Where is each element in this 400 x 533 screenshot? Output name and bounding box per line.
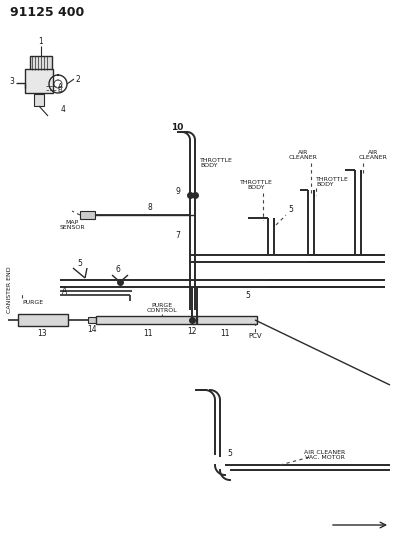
Text: 12: 12 bbox=[187, 327, 197, 336]
Bar bbox=[18, 314, 68, 326]
Text: 10: 10 bbox=[171, 124, 183, 133]
Text: THROTTLE
BODY: THROTTLE BODY bbox=[316, 176, 349, 188]
Text: 7: 7 bbox=[175, 230, 180, 239]
Text: PCV: PCV bbox=[248, 333, 262, 339]
Text: AIR
CLEANER: AIR CLEANER bbox=[358, 150, 388, 160]
Text: 6: 6 bbox=[116, 265, 120, 274]
Text: CANISTER END: CANISTER END bbox=[8, 266, 12, 313]
Bar bbox=[34, 94, 44, 106]
Text: 91125 400: 91125 400 bbox=[10, 5, 84, 19]
Text: 8: 8 bbox=[148, 204, 152, 213]
Text: A: A bbox=[62, 287, 67, 295]
Text: THROTTLE
BODY: THROTTLE BODY bbox=[200, 158, 233, 168]
Text: THROTTLE
BODY: THROTTLE BODY bbox=[240, 180, 272, 190]
Text: PURGE
CONTROL: PURGE CONTROL bbox=[147, 303, 177, 313]
Text: B: B bbox=[58, 87, 62, 93]
Text: 14: 14 bbox=[87, 326, 97, 335]
Text: 3: 3 bbox=[10, 77, 14, 86]
Text: A: A bbox=[58, 83, 62, 89]
Text: 5: 5 bbox=[78, 259, 82, 268]
Text: MAP
SENSOR: MAP SENSOR bbox=[59, 220, 85, 230]
Text: AIR
CLEANER: AIR CLEANER bbox=[288, 150, 318, 160]
Text: 2: 2 bbox=[76, 75, 80, 84]
Bar bbox=[30, 56, 52, 70]
Text: 5: 5 bbox=[246, 290, 250, 300]
Bar bbox=[25, 69, 53, 93]
Text: 13: 13 bbox=[37, 329, 47, 338]
Text: PURGE: PURGE bbox=[22, 300, 43, 304]
Bar bbox=[88, 317, 96, 323]
Text: AIR CLEANER
VAC. MOTOR: AIR CLEANER VAC. MOTOR bbox=[304, 450, 346, 461]
Text: 11: 11 bbox=[143, 329, 153, 338]
Bar bbox=[197, 316, 257, 324]
Text: 5: 5 bbox=[228, 448, 232, 457]
Bar bbox=[80, 211, 95, 219]
Bar bbox=[96, 316, 196, 324]
Text: 5: 5 bbox=[288, 206, 293, 214]
Text: 9: 9 bbox=[175, 187, 180, 196]
Text: 1: 1 bbox=[39, 37, 43, 46]
Text: 4: 4 bbox=[60, 106, 66, 115]
Text: 11: 11 bbox=[220, 329, 230, 338]
